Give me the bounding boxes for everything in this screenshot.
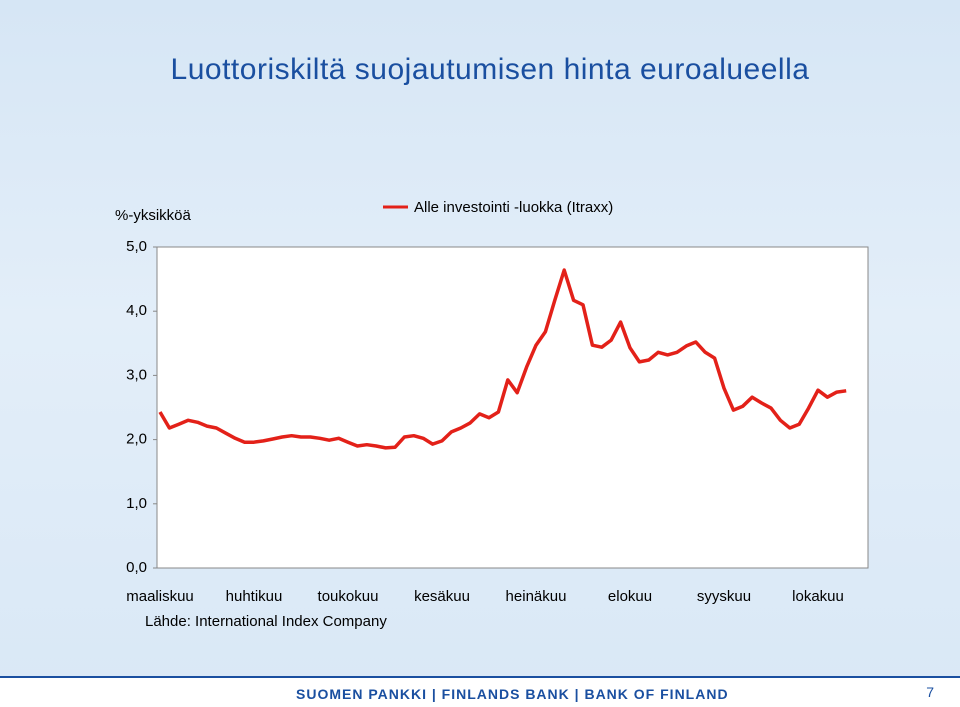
footer-text: SUOMEN PANKKI | FINLANDS BANK | BANK OF … — [296, 686, 729, 702]
chart: %-yksikköä Lähde: International Index Co… — [115, 199, 869, 630]
x-tick-label: maaliskuu — [126, 588, 194, 605]
x-tick-label: heinäkuu — [506, 588, 567, 605]
x-tick-label: elokuu — [608, 588, 652, 605]
plot-area — [156, 246, 869, 569]
y-tick-label: 1,0 — [126, 495, 147, 512]
y-axis-label: %-yksikköä — [115, 207, 192, 224]
page-number: 7 — [926, 684, 934, 700]
y-tick-label: 5,0 — [126, 238, 147, 255]
chart-title: Luottoriskiltä suojautumisen hinta euroa… — [170, 53, 810, 86]
y-tick-label: 3,0 — [126, 366, 147, 383]
y-tick-label: 4,0 — [126, 302, 147, 319]
x-tick-label: kesäkuu — [414, 588, 470, 605]
x-tick-label: huhtikuu — [226, 588, 283, 605]
x-tick-label: syyskuu — [697, 588, 751, 605]
data-line — [158, 268, 847, 450]
y-tick-label: 0,0 — [126, 559, 147, 576]
x-tick-label: lokakuu — [792, 588, 844, 605]
source: Lähde: International Index Company — [145, 613, 387, 630]
y-tick-label: 2,0 — [126, 431, 147, 448]
footer: SUOMEN PANKKI | FINLANDS BANK | BANK OF … — [0, 676, 960, 707]
legend-label: Alle investointi -luokka (Itraxx) — [414, 199, 613, 216]
x-tick-label: toukokuu — [318, 588, 379, 605]
